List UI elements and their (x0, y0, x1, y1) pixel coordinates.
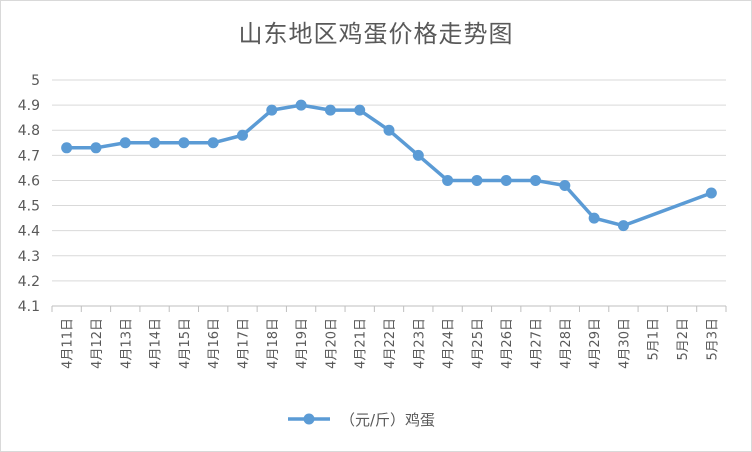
x-tick-label: 4月29日 (588, 318, 603, 369)
chart-title: 山东地区鸡蛋价格走势图 (238, 20, 514, 48)
y-tick-label: 4.1 (18, 299, 40, 315)
x-tick-label: 4月15日 (178, 318, 193, 369)
y-tick-label: 4.5 (18, 199, 40, 215)
data-point (295, 99, 307, 111)
gridlines (52, 79, 726, 282)
data-point (324, 104, 336, 116)
x-tick-label: 4月20日 (324, 318, 339, 369)
data-point (90, 142, 102, 154)
x-tick-label: 4月14日 (149, 318, 164, 369)
x-tick-label: 4月17日 (236, 318, 251, 369)
x-tick-label: 4月25日 (471, 318, 486, 369)
data-point (207, 137, 219, 149)
y-axis-ticks: 4.1 4.2 4.3 4.4 4.5 4.6 4.7 4.8 4.9 5 (18, 73, 40, 315)
x-tick-label: 4月22日 (383, 318, 398, 369)
legend-point-marker (303, 413, 315, 425)
x-tick-label: 5月1日 (647, 318, 662, 361)
y-tick-label: 4.2 (18, 274, 40, 290)
y-tick-label: 5 (31, 73, 40, 89)
x-tick-label: 4月19日 (295, 318, 310, 369)
x-axis (51, 305, 727, 312)
x-tick-label: 4月16日 (207, 318, 222, 369)
x-tick-label: 4月12日 (90, 318, 105, 369)
x-tick-label: 5月3日 (705, 318, 720, 361)
data-point (412, 149, 424, 161)
y-tick-label: 4.4 (18, 224, 40, 240)
data-point (500, 174, 512, 186)
x-axis-ticks: 4月11日 4月12日 4月13日 4月14日 4月15日 4月16日 4月17日 4月18日… (61, 318, 721, 369)
x-tick-label: 4月26日 (500, 318, 515, 369)
y-tick-label: 4.9 (18, 98, 40, 114)
data-point (471, 174, 483, 186)
x-tick-label: 4月13日 (119, 318, 134, 369)
x-tick-label: 4月27日 (530, 318, 545, 369)
legend-label: （元/斤）鸡蛋 (340, 411, 435, 429)
data-point (559, 179, 571, 191)
legend: （元/斤）鸡蛋 (288, 411, 435, 429)
y-tick-label: 4.6 (18, 173, 40, 189)
y-tick-label: 4.3 (18, 249, 40, 265)
data-point (588, 212, 600, 224)
data-point (61, 142, 73, 154)
x-tick-label: 4月24日 (442, 318, 457, 369)
x-tick-label: 4月28日 (559, 318, 574, 369)
data-point (236, 129, 248, 141)
data-point (149, 137, 161, 149)
data-point (442, 174, 454, 186)
data-point (178, 137, 190, 149)
data-point (266, 104, 278, 116)
x-tick-label: 4月21日 (354, 318, 369, 369)
data-point (530, 174, 542, 186)
y-tick-label: 4.8 (18, 123, 40, 139)
series-line (64, 103, 714, 228)
data-point (354, 104, 366, 116)
x-tick-label: 5月2日 (676, 318, 691, 361)
y-tick-label: 4.7 (18, 148, 40, 164)
x-tick-label: 4月23日 (412, 318, 427, 369)
data-point (119, 137, 131, 149)
x-tick-label: 4月11日 (61, 318, 76, 369)
data-point (705, 187, 717, 199)
data-point (617, 220, 629, 232)
data-point (383, 124, 395, 136)
x-tick-label: 4月30日 (617, 318, 632, 369)
x-tick-label: 4月18日 (266, 318, 281, 369)
series-egg (61, 99, 717, 232)
